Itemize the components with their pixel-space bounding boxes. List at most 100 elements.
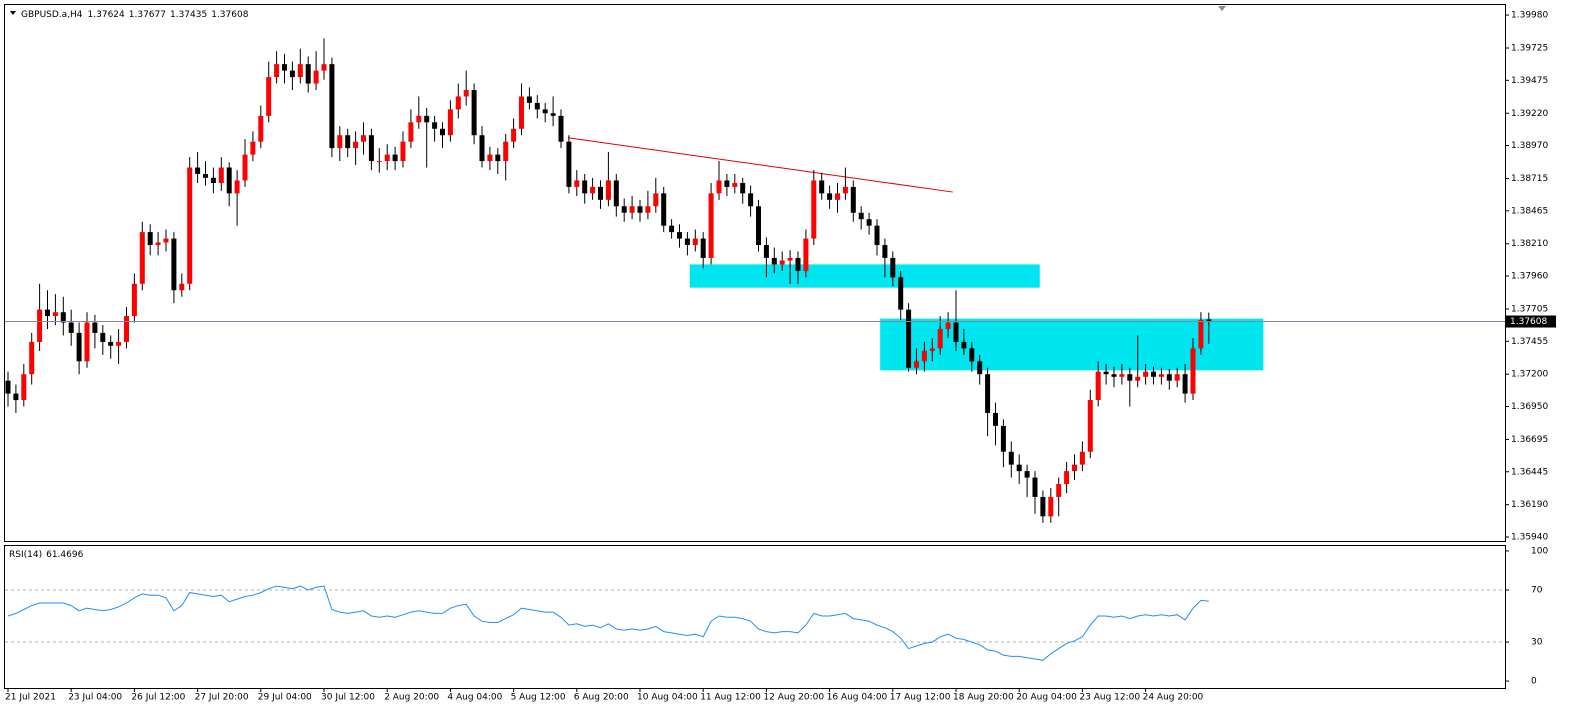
candle-body: [637, 206, 643, 213]
candle-body: [1158, 374, 1164, 377]
candle-body: [890, 257, 896, 278]
rsi-title: RSI(14): [9, 550, 42, 560]
candle-body: [447, 109, 453, 136]
candle-body: [621, 206, 627, 213]
candle-body: [566, 141, 572, 187]
candle-body: [779, 260, 785, 265]
candle-body: [29, 341, 35, 375]
candle-body: [274, 64, 280, 78]
candle-body: [13, 393, 19, 401]
candle-body: [289, 70, 295, 78]
candle-body: [519, 96, 524, 129]
candle-body: [1016, 464, 1022, 472]
open: 1.37624: [88, 10, 125, 20]
x-tick-label: 17 Aug 12:00: [890, 693, 951, 703]
candle-body: [5, 380, 11, 394]
zone-rectangle: [880, 318, 1264, 371]
candle-body: [874, 225, 880, 246]
candle-body: [914, 361, 919, 368]
candle-body: [226, 167, 232, 194]
rsi-line: [7, 585, 1209, 661]
candle-body: [1135, 376, 1141, 381]
trend-line: [568, 137, 953, 193]
candle-body: [1190, 348, 1196, 394]
candle-body: [842, 186, 848, 194]
candle-body: [155, 242, 161, 246]
candle-body: [732, 183, 738, 187]
candle-body: [163, 238, 169, 243]
y-tick-label: 1.38970: [1511, 141, 1548, 151]
candle-body: [1056, 484, 1062, 497]
x-tick-label: 2 Aug 20:00: [384, 693, 439, 703]
x-tick-label: 18 Aug 20:00: [953, 693, 1014, 703]
candle-body: [100, 332, 106, 342]
candle-body: [124, 316, 129, 342]
candle-body: [598, 186, 603, 200]
candle-body: [147, 232, 153, 246]
candle-body: [1119, 374, 1125, 377]
zone-rectangle: [689, 264, 1040, 288]
y-tick-label: 70: [1531, 585, 1543, 595]
symbol-info: GBPUSD.a,H4 1.37624 1.37677 1.37435 1.37608: [21, 10, 249, 20]
candle-body: [1040, 496, 1046, 517]
candle-body: [1127, 374, 1133, 381]
candle-body: [771, 257, 777, 265]
y-tick-label: 1.36950: [1511, 402, 1548, 412]
y-tick-label: 1.37705: [1511, 304, 1548, 314]
y-tick-label: 1.37960: [1511, 272, 1548, 282]
candle-body: [455, 96, 461, 110]
y-tick-label: 1.36445: [1511, 467, 1548, 477]
candle-body: [479, 135, 485, 162]
candle-body: [337, 135, 343, 149]
candle-body: [432, 122, 438, 129]
candle-body: [827, 193, 833, 200]
candle-body: [361, 135, 366, 142]
candle-body: [756, 206, 761, 246]
candle-body: [1206, 319, 1212, 322]
candle-body: [590, 186, 596, 194]
close: 1.37608: [211, 10, 248, 20]
candle-body: [76, 332, 82, 362]
high: 1.37677: [129, 10, 166, 20]
candle-body: [803, 238, 809, 271]
x-tick-label: 12 Aug 20:00: [763, 693, 824, 703]
candle-body: [819, 180, 825, 194]
price-label-box: [1506, 315, 1556, 328]
candle-body: [1166, 374, 1172, 381]
candle-body: [92, 322, 98, 333]
candle-body: [582, 180, 588, 194]
candle-body: [692, 238, 698, 246]
candle-body: [329, 64, 335, 149]
candle-body: [234, 180, 240, 194]
y-tick-label: 1.39220: [1511, 109, 1548, 119]
x-tick-label: 24 Aug 20:00: [1143, 693, 1204, 703]
y-tick-label: 1.36190: [1511, 500, 1548, 510]
candle-body: [250, 141, 256, 155]
menu-arrow[interactable]: [10, 11, 16, 15]
candle-body: [108, 341, 114, 346]
candle-body: [850, 186, 856, 213]
candle-body: [503, 141, 509, 162]
candle-body: [669, 225, 675, 233]
candle-body: [52, 312, 58, 317]
candle-body: [495, 154, 501, 162]
y-tick-label: 0: [1531, 677, 1537, 687]
candle-body: [605, 180, 611, 200]
y-tick-label: 1.37455: [1511, 337, 1548, 347]
rsi-info: RSI(14) 61.4696: [9, 550, 84, 560]
candle-body: [1182, 374, 1188, 394]
candle-body: [748, 193, 754, 207]
y-tick-label: 100: [1531, 546, 1548, 556]
candle-body: [574, 180, 580, 187]
candle-body: [740, 183, 746, 194]
candle-body: [906, 309, 912, 368]
candle-body: [811, 180, 817, 239]
candle-body: [1103, 371, 1109, 375]
candle-body: [1111, 374, 1117, 377]
x-tick-label: 10 Aug 04:00: [637, 693, 698, 703]
candle-body: [763, 245, 769, 258]
candle-body: [835, 193, 840, 200]
candle-body: [1174, 374, 1180, 381]
